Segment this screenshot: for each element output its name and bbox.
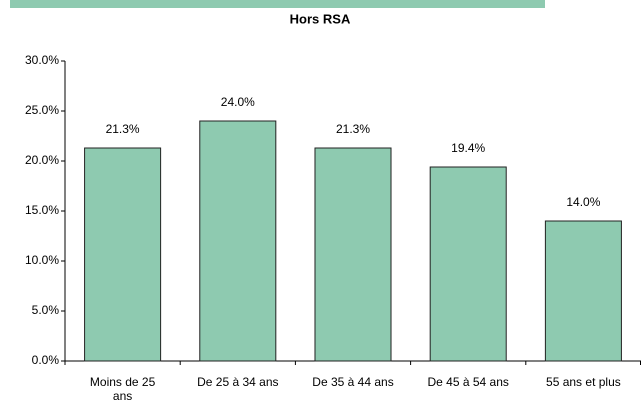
y-tick-label: 10.0%: [25, 253, 59, 267]
x-tick-label: De 25 à 34 ans: [197, 375, 279, 389]
x-tick-label: De 45 à 54 ans: [427, 375, 509, 389]
value-label: 24.0%: [221, 95, 255, 109]
y-tick-label: 25.0%: [25, 103, 59, 117]
y-tick-label: 20.0%: [25, 153, 59, 167]
value-label: 19.4%: [451, 141, 485, 155]
value-label: 21.3%: [336, 122, 370, 136]
y-tick-label: 5.0%: [32, 303, 60, 317]
y-tick-label: 15.0%: [25, 203, 59, 217]
value-label: 14.0%: [566, 195, 600, 209]
bar: [314, 147, 392, 362]
value-label: 21.3%: [106, 122, 140, 136]
bar: [544, 220, 622, 362]
chart-title: Hors RSA: [290, 11, 351, 26]
y-tick-label: 30.0%: [25, 53, 59, 67]
bar: [84, 147, 162, 362]
bar: [199, 120, 277, 362]
bar: [429, 166, 507, 362]
x-tick-label: 55 ans et plus: [546, 375, 621, 389]
x-tick-label: De 35 à 44 ans: [312, 375, 394, 389]
banner: [10, 0, 545, 8]
x-tick-label: Moins de 25 ans: [89, 375, 156, 403]
y-tick-label: 0.0%: [32, 353, 60, 367]
